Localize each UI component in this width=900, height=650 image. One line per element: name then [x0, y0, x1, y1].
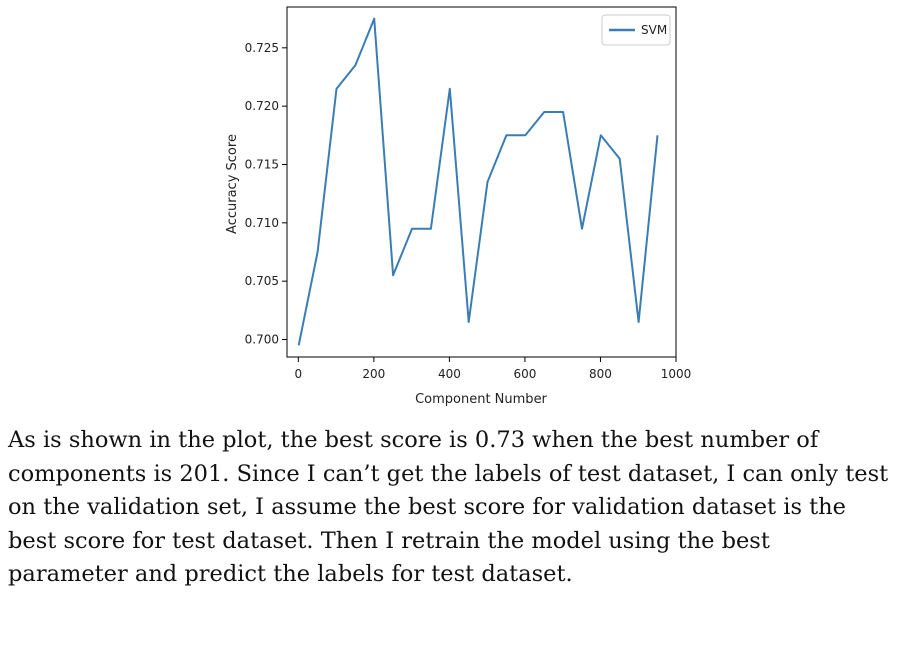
series-layer	[297, 17, 659, 346]
y-tick-label: 0.710	[245, 216, 279, 230]
legend: SVM	[601, 14, 671, 46]
y-tick-label: 0.725	[245, 41, 279, 55]
y-tick-label: 0.720	[245, 99, 279, 113]
line-chart: 0.700 0.705 0.710 0.715 0.720 0.725 0 200 400 60…	[225, 6, 692, 407]
plot-frame	[286, 6, 677, 358]
x-tick-label: 200	[362, 367, 385, 381]
legend-label-svm: SVM	[641, 23, 667, 37]
x-tick-label: 0	[295, 367, 303, 381]
series-line-svm	[297, 17, 659, 346]
y-axis-title: Accuracy Score	[225, 134, 240, 234]
y-tick-label: 0.700	[245, 333, 279, 347]
y-tick-label: 0.715	[245, 158, 279, 172]
y-tick-label: 0.705	[245, 274, 279, 288]
x-tick-label: 1000	[661, 367, 692, 381]
x-tick-label: 600	[513, 367, 536, 381]
legend-box	[601, 14, 671, 46]
x-axis-title: Component Number	[415, 392, 547, 407]
x-tick-label: 400	[438, 367, 461, 381]
x-tick-label: 800	[589, 367, 612, 381]
caption-paragraph: As is shown in the plot, the best score …	[8, 427, 889, 587]
y-axis-ticks: 0.700 0.705 0.710 0.715 0.720 0.725	[245, 41, 287, 347]
x-axis-ticks: 0 200 400 600 800 1000	[295, 357, 692, 381]
